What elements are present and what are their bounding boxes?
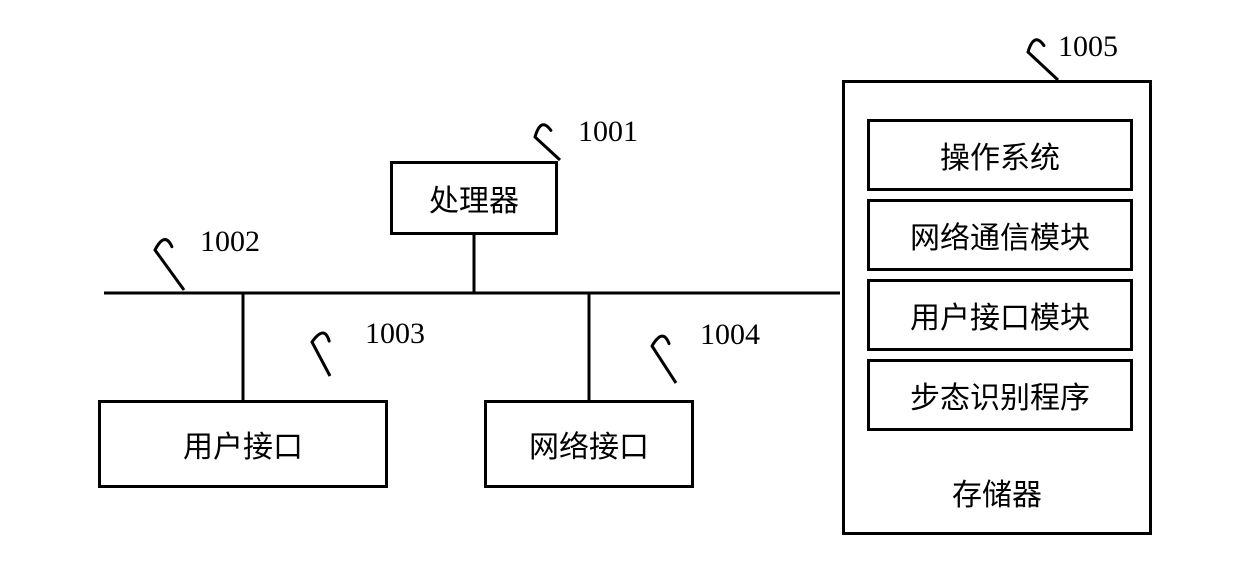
memory-item-label: 用户接口模块 [910, 293, 1090, 337]
memory-id-label: 1005 [1058, 30, 1118, 64]
memory-item-label: 步态识别程序 [910, 373, 1090, 417]
network-interface-box: 网络接口 [484, 400, 694, 488]
processor-id-label: 1001 [578, 115, 638, 149]
processor-box: 处理器 [390, 161, 558, 235]
network-interface-label: 网络接口 [529, 422, 649, 466]
memory-item-label: 操作系统 [940, 133, 1060, 177]
user-interface-label: 用户接口 [183, 422, 303, 466]
processor-label: 处理器 [429, 176, 519, 220]
memory-item-label: 网络通信模块 [910, 213, 1090, 257]
memory-item: 网络通信模块 [867, 199, 1133, 271]
memory-caption: 存储器 [845, 470, 1149, 514]
user-interface-id-label: 1003 [365, 317, 425, 351]
network-interface-id-label: 1004 [700, 318, 760, 352]
memory-item: 用户接口模块 [867, 279, 1133, 351]
bus-id-label: 1002 [200, 225, 260, 259]
user-interface-box: 用户接口 [98, 400, 388, 488]
diagram-canvas: 处理器 1001 1002 用户接口 1003 网络接口 1004 操作系统网络… [0, 0, 1239, 573]
memory-item: 步态识别程序 [867, 359, 1133, 431]
memory-box: 操作系统网络通信模块用户接口模块步态识别程序存储器 [842, 80, 1152, 535]
memory-item: 操作系统 [867, 119, 1133, 191]
